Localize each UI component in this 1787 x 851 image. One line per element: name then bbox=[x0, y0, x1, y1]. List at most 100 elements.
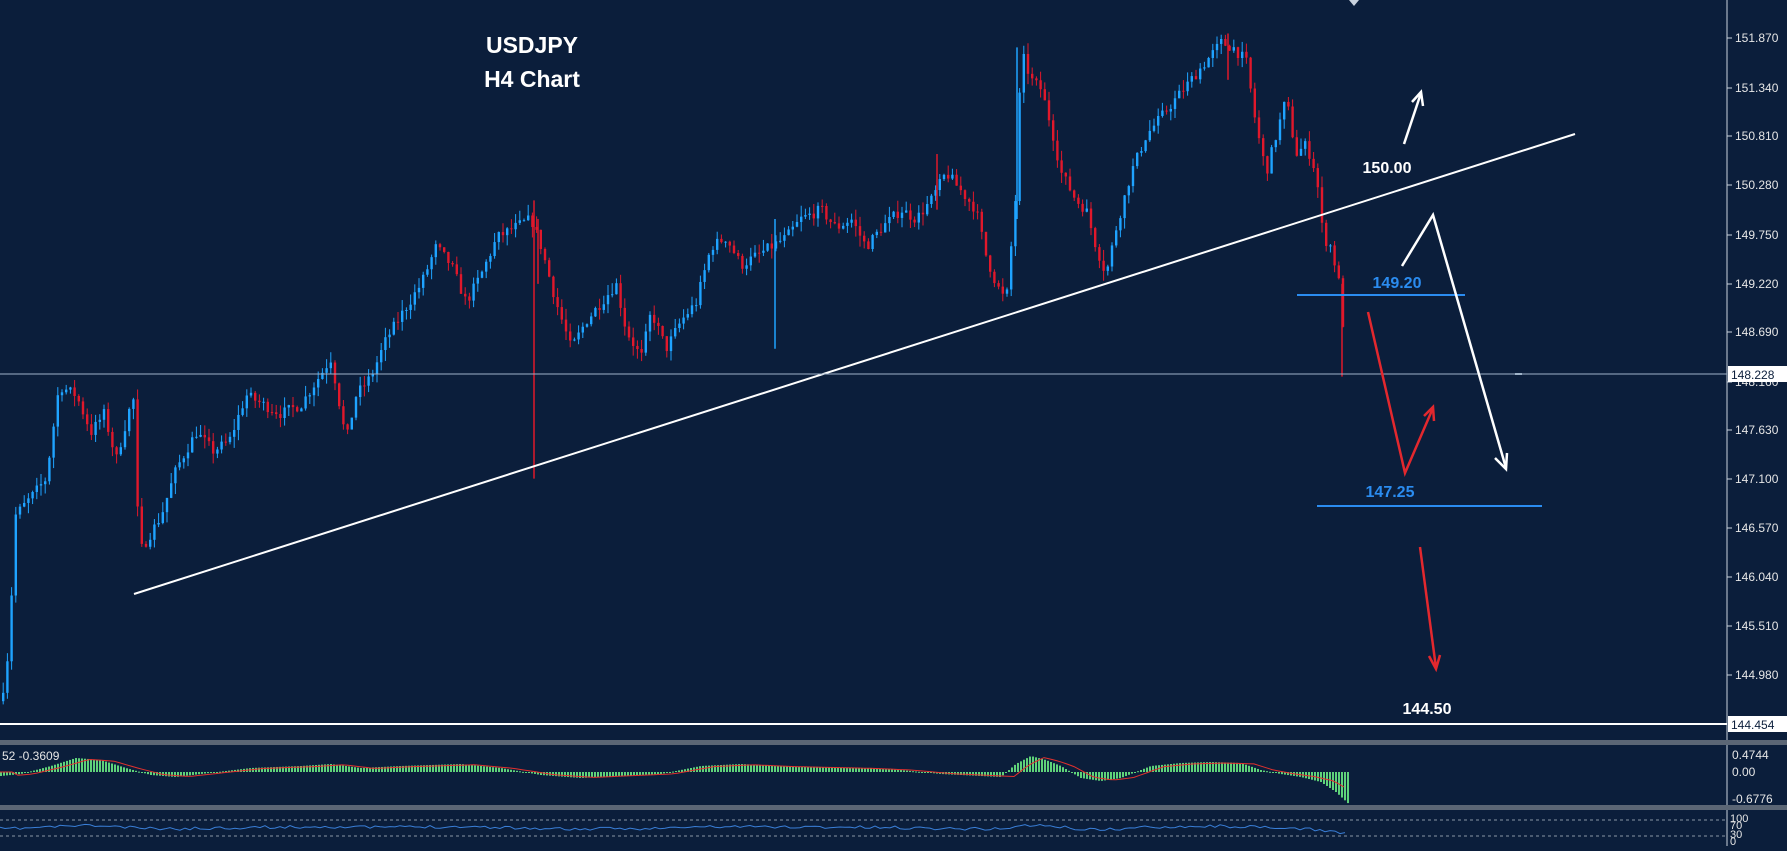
candle-body bbox=[926, 204, 929, 215]
macd-bar bbox=[885, 769, 887, 772]
macd-bar bbox=[972, 772, 974, 776]
candle-body bbox=[464, 293, 467, 297]
macd-bar bbox=[639, 772, 641, 776]
macd-bar bbox=[1011, 767, 1013, 772]
candle-body bbox=[56, 395, 59, 427]
candle-body bbox=[1299, 148, 1303, 156]
candle-body bbox=[795, 221, 799, 227]
candle-body bbox=[308, 395, 311, 397]
macd-bar bbox=[1014, 764, 1016, 772]
macd-bar bbox=[1236, 762, 1238, 772]
rsi-tick-70: 70 bbox=[1730, 820, 1742, 832]
candle-body bbox=[716, 238, 719, 250]
candle-body bbox=[921, 212, 925, 215]
candle-body bbox=[627, 326, 631, 338]
macd-bar bbox=[762, 765, 764, 772]
rsi-pane bbox=[0, 819, 1727, 837]
candle-body bbox=[455, 264, 458, 275]
candle-body bbox=[119, 447, 122, 455]
candle-body bbox=[354, 397, 358, 418]
macd-bar bbox=[1092, 772, 1094, 780]
candle-body bbox=[930, 195, 933, 205]
candle-body bbox=[846, 222, 849, 226]
macd-bar bbox=[471, 765, 473, 772]
candle-body bbox=[128, 408, 131, 432]
macd-bar bbox=[1266, 771, 1268, 773]
macd-bar bbox=[285, 766, 287, 772]
candle-body bbox=[724, 241, 727, 243]
macd-bar bbox=[324, 764, 326, 772]
macd-bar bbox=[330, 764, 332, 772]
candle-body bbox=[1043, 89, 1046, 101]
price-tick-label: 150.810 bbox=[1735, 129, 1779, 143]
macd-bar bbox=[678, 770, 680, 772]
macd-bar bbox=[816, 766, 818, 772]
candle-body bbox=[258, 400, 261, 403]
macd-bar bbox=[42, 768, 44, 772]
macd-bar bbox=[1194, 762, 1196, 772]
macd-bar bbox=[759, 764, 761, 772]
macd-bar bbox=[1068, 770, 1070, 772]
macd-bar bbox=[396, 766, 398, 772]
candle-body bbox=[829, 219, 832, 223]
macd-bar bbox=[705, 765, 707, 772]
macd-bar bbox=[480, 766, 482, 772]
white-up-arrow bbox=[1402, 89, 1425, 145]
macd-bar bbox=[786, 766, 788, 772]
macd-bar bbox=[609, 772, 611, 777]
macd-pane-separator[interactable] bbox=[0, 740, 1787, 745]
macd-bar bbox=[870, 768, 872, 772]
candle-body bbox=[1131, 166, 1135, 187]
candle-body bbox=[413, 292, 416, 305]
macd-bar bbox=[1248, 765, 1250, 772]
macd-bar bbox=[339, 765, 341, 772]
candle-body bbox=[598, 308, 601, 310]
macd-bar bbox=[357, 767, 359, 772]
candle-body bbox=[934, 190, 937, 196]
macd-bar bbox=[519, 771, 521, 773]
candle-body bbox=[1333, 245, 1336, 266]
candle-body bbox=[350, 417, 353, 430]
candle-body bbox=[98, 419, 101, 422]
candle-body bbox=[753, 252, 757, 257]
macd-bar bbox=[489, 766, 491, 772]
macd-bar bbox=[219, 771, 221, 773]
macd-bar bbox=[540, 772, 542, 775]
macd-bar bbox=[999, 772, 1001, 777]
candle-body bbox=[1014, 201, 1017, 247]
macd-bar bbox=[723, 764, 725, 772]
level-label-149-20: 149.20 bbox=[1373, 275, 1422, 292]
candle-body bbox=[1295, 137, 1298, 156]
macd-bar bbox=[1206, 762, 1208, 772]
top-scroll-marker[interactable] bbox=[1349, 0, 1359, 6]
macd-bar bbox=[657, 772, 659, 775]
macd-bar bbox=[654, 772, 656, 775]
macd-bar bbox=[645, 772, 647, 775]
candle-body bbox=[359, 385, 362, 398]
macd-bar bbox=[204, 772, 206, 774]
macd-bar bbox=[825, 767, 827, 772]
macd-bar bbox=[474, 765, 476, 772]
candle-body bbox=[262, 401, 265, 403]
candle-body bbox=[291, 405, 295, 408]
candle-body bbox=[338, 383, 341, 407]
candle-body bbox=[560, 307, 563, 320]
candle-body bbox=[1241, 51, 1244, 59]
macd-bar bbox=[864, 768, 866, 772]
candle-body bbox=[997, 283, 1000, 287]
macd-bar bbox=[1209, 762, 1211, 772]
candle-body bbox=[648, 314, 652, 332]
macd-bar bbox=[996, 772, 998, 777]
candle-body bbox=[989, 255, 992, 272]
macd-bar bbox=[84, 758, 86, 772]
macd-bar bbox=[1035, 757, 1037, 772]
macd-bar bbox=[1251, 766, 1253, 772]
macd-bar bbox=[747, 764, 749, 772]
macd-bar bbox=[1143, 768, 1145, 772]
candle-body bbox=[157, 523, 160, 525]
candle-body bbox=[858, 226, 862, 236]
macd-bar bbox=[615, 772, 617, 777]
rsi-pane-separator[interactable] bbox=[0, 805, 1787, 810]
macd-bar bbox=[966, 772, 968, 776]
